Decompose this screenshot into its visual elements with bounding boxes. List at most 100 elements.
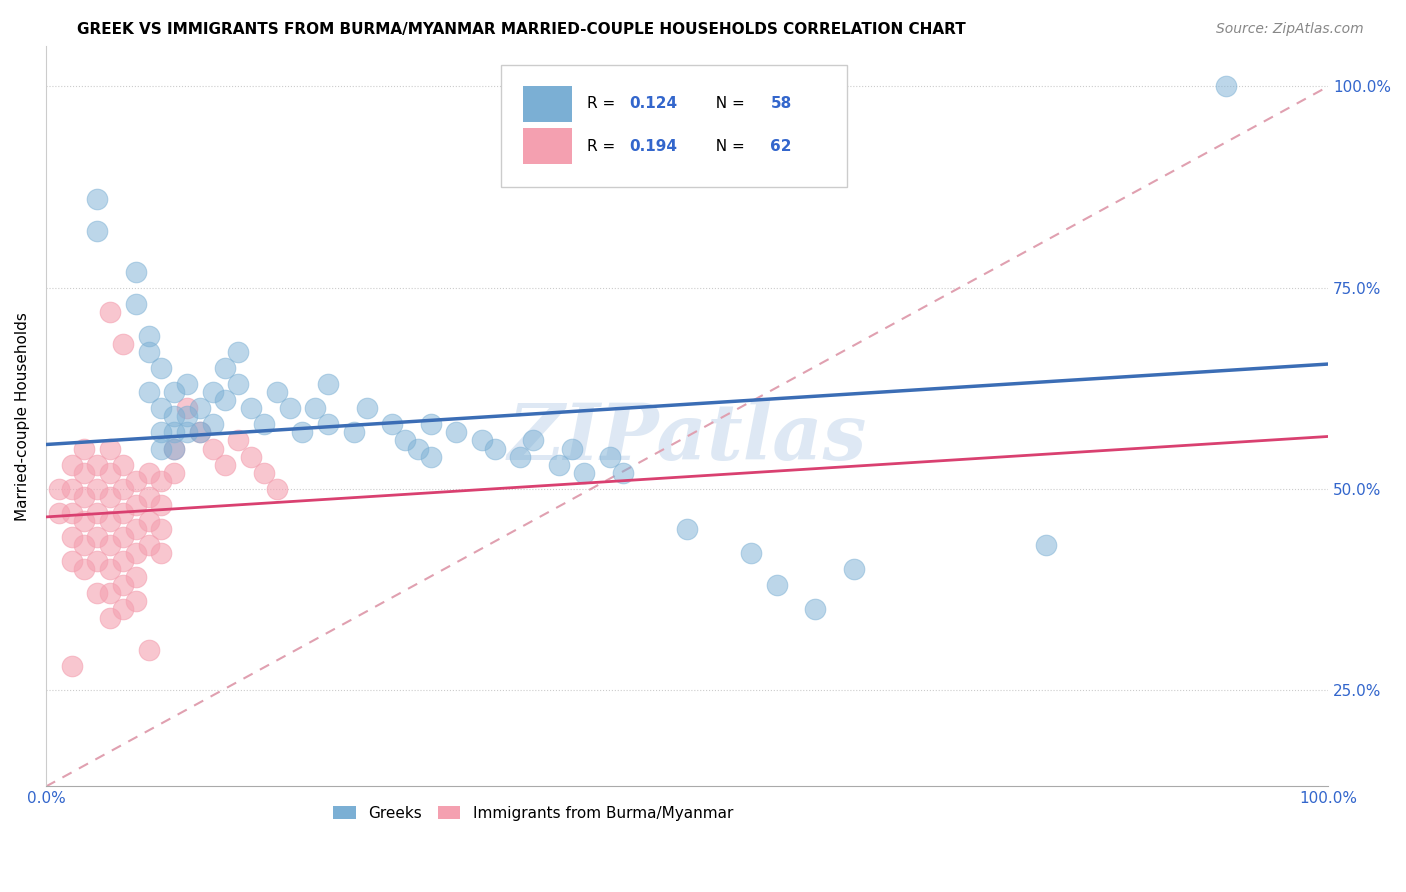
Point bbox=[138, 385, 160, 400]
Point bbox=[226, 377, 249, 392]
Point bbox=[111, 458, 134, 472]
Point bbox=[676, 522, 699, 536]
Point bbox=[86, 586, 108, 600]
Point bbox=[509, 450, 531, 464]
Text: R =: R = bbox=[588, 96, 620, 112]
Point bbox=[419, 417, 441, 432]
Point bbox=[484, 442, 506, 456]
Point bbox=[240, 450, 263, 464]
Point bbox=[73, 562, 96, 576]
Point bbox=[98, 304, 121, 318]
Point bbox=[842, 562, 865, 576]
Point bbox=[48, 506, 70, 520]
Point bbox=[86, 530, 108, 544]
Point bbox=[60, 554, 83, 568]
Point bbox=[150, 401, 173, 416]
Point bbox=[73, 514, 96, 528]
Point bbox=[176, 401, 198, 416]
Point bbox=[201, 442, 224, 456]
Point bbox=[356, 401, 378, 416]
Point bbox=[73, 490, 96, 504]
Point bbox=[86, 482, 108, 496]
Point bbox=[48, 482, 70, 496]
Point bbox=[60, 506, 83, 520]
Text: N =: N = bbox=[706, 138, 749, 153]
Bar bbox=[523, 87, 572, 121]
Point bbox=[98, 538, 121, 552]
Bar bbox=[523, 128, 572, 164]
Text: 0.124: 0.124 bbox=[630, 96, 678, 112]
Point bbox=[86, 192, 108, 206]
Point bbox=[188, 425, 211, 440]
Point bbox=[138, 514, 160, 528]
Legend: Greeks, Immigrants from Burma/Myanmar: Greeks, Immigrants from Burma/Myanmar bbox=[328, 799, 740, 827]
Point bbox=[547, 458, 569, 472]
Point bbox=[266, 482, 288, 496]
Point bbox=[98, 586, 121, 600]
Point bbox=[446, 425, 468, 440]
FancyBboxPatch shape bbox=[501, 65, 848, 186]
Point bbox=[125, 594, 148, 608]
Point bbox=[188, 425, 211, 440]
Point bbox=[226, 434, 249, 448]
Point bbox=[150, 522, 173, 536]
Point bbox=[522, 434, 544, 448]
Point bbox=[125, 522, 148, 536]
Point bbox=[98, 490, 121, 504]
Point bbox=[138, 345, 160, 359]
Point bbox=[125, 296, 148, 310]
Point bbox=[125, 546, 148, 560]
Text: 0.194: 0.194 bbox=[630, 138, 678, 153]
Point bbox=[150, 442, 173, 456]
Point bbox=[226, 345, 249, 359]
Point bbox=[98, 466, 121, 480]
Point bbox=[304, 401, 326, 416]
Point bbox=[740, 546, 762, 560]
Point bbox=[86, 224, 108, 238]
Point bbox=[138, 329, 160, 343]
Point bbox=[419, 450, 441, 464]
Point bbox=[111, 554, 134, 568]
Point bbox=[125, 264, 148, 278]
Point bbox=[316, 417, 339, 432]
Point bbox=[150, 498, 173, 512]
Point bbox=[125, 570, 148, 584]
Point bbox=[163, 442, 186, 456]
Y-axis label: Married-couple Households: Married-couple Households bbox=[15, 312, 30, 521]
Point bbox=[176, 425, 198, 440]
Point bbox=[86, 554, 108, 568]
Point bbox=[150, 474, 173, 488]
Point bbox=[60, 482, 83, 496]
Text: 58: 58 bbox=[770, 96, 792, 112]
Point bbox=[125, 474, 148, 488]
Point bbox=[163, 409, 186, 424]
Point bbox=[111, 506, 134, 520]
Point bbox=[266, 385, 288, 400]
Point bbox=[278, 401, 301, 416]
Point bbox=[98, 610, 121, 624]
Point bbox=[60, 458, 83, 472]
Point bbox=[188, 401, 211, 416]
Point bbox=[253, 466, 276, 480]
Point bbox=[240, 401, 263, 416]
Point bbox=[86, 506, 108, 520]
Text: Source: ZipAtlas.com: Source: ZipAtlas.com bbox=[1216, 22, 1364, 37]
Point bbox=[1035, 538, 1057, 552]
Point bbox=[111, 482, 134, 496]
Point bbox=[73, 442, 96, 456]
Point bbox=[201, 417, 224, 432]
Point bbox=[98, 514, 121, 528]
Point bbox=[214, 393, 236, 408]
Point bbox=[98, 562, 121, 576]
Point bbox=[150, 546, 173, 560]
Point bbox=[394, 434, 416, 448]
Point bbox=[381, 417, 404, 432]
Point bbox=[150, 425, 173, 440]
Point bbox=[1215, 79, 1237, 94]
Text: N =: N = bbox=[706, 96, 749, 112]
Text: 62: 62 bbox=[770, 138, 792, 153]
Point bbox=[804, 602, 827, 616]
Point bbox=[163, 466, 186, 480]
Point bbox=[612, 466, 634, 480]
Point bbox=[163, 442, 186, 456]
